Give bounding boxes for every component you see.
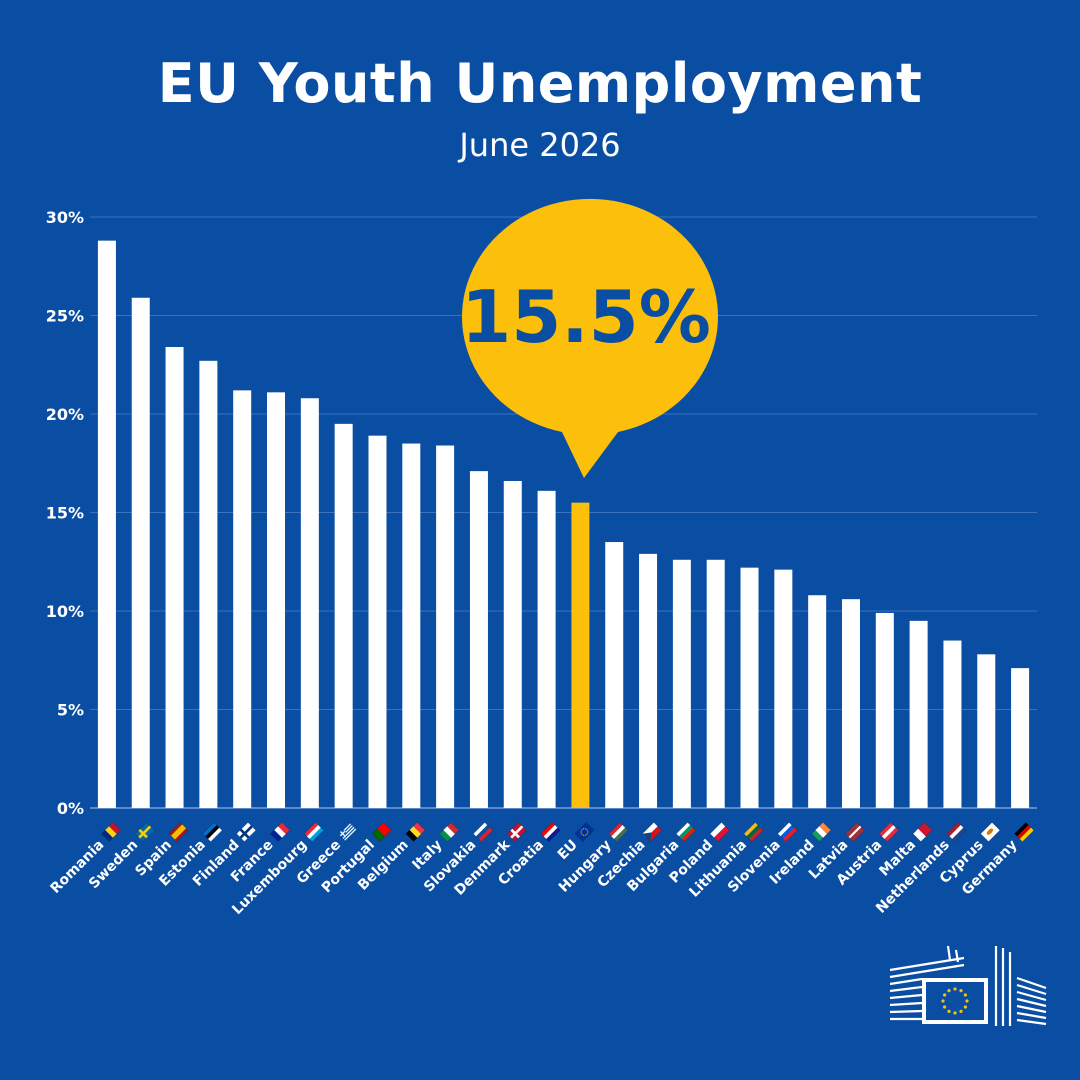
country-flag-icon	[405, 822, 426, 842]
bar-portugal	[368, 435, 387, 808]
y-axis-tick-labels: 0% 5% 10% 15% 20% 25% 30%	[46, 208, 84, 818]
bar-lithuania	[740, 567, 759, 808]
country-flag-icon	[168, 822, 189, 842]
country-flag-icon	[303, 822, 324, 842]
y-tick-label: 20%	[46, 405, 84, 424]
country-flag-icon	[371, 822, 392, 842]
y-tick-label: 30%	[46, 208, 84, 227]
bar-sweden	[131, 297, 150, 808]
country-flag-icon	[980, 822, 1001, 842]
country-flag-icon	[337, 822, 358, 842]
country-flag-icon	[811, 822, 832, 842]
country-flag-icon	[270, 822, 290, 842]
country-flag-icon	[845, 822, 865, 842]
eu-value-callout: 15.5%	[461, 198, 719, 478]
country-flag-icon	[202, 822, 223, 842]
bar-spain	[165, 347, 184, 808]
bar-highlight-eu	[571, 502, 590, 808]
country-flag-icon	[540, 822, 561, 842]
country-flag-icon	[236, 822, 257, 842]
country-flag-icon	[642, 822, 662, 842]
country-flag-icon	[675, 822, 696, 842]
bar-cyprus	[977, 654, 996, 808]
bar-france	[267, 392, 286, 808]
bar-netherlands	[943, 640, 962, 808]
bar-romania	[97, 240, 116, 808]
bar-belgium	[402, 443, 421, 808]
callout-value: 15.5%	[461, 275, 711, 359]
bar-austria	[875, 612, 894, 808]
bar-greece	[334, 423, 353, 808]
bar-slovakia	[469, 471, 488, 808]
country-flag-icon	[506, 822, 527, 842]
country-flag-icon	[134, 822, 155, 842]
bar-czechia	[639, 553, 658, 808]
country-flag-icon	[608, 822, 629, 842]
bar-luxembourg	[300, 398, 319, 808]
chart-subtitle: June 2026	[459, 126, 621, 164]
bar-slovenia	[774, 569, 793, 808]
bar-finland	[233, 390, 252, 808]
y-tick-label: 25%	[46, 307, 84, 326]
x-tick-label: EU	[555, 837, 581, 863]
country-flag-icon	[743, 822, 764, 842]
bar-latvia	[841, 599, 860, 808]
bar-bulgaria	[672, 559, 691, 808]
y-tick-label: 5%	[57, 701, 84, 720]
bar-estonia	[199, 360, 218, 808]
country-flag-icon	[912, 822, 933, 842]
country-flag-icon	[946, 822, 967, 842]
european-commission-logo-icon	[889, 945, 1047, 1026]
country-flag-icon	[101, 822, 121, 842]
bar-malta	[909, 620, 928, 808]
country-flag-icon	[574, 822, 595, 842]
bar-italy	[436, 445, 455, 808]
bar-hungary	[605, 542, 624, 808]
country-flag-icon	[439, 822, 460, 842]
country-flag-icon	[1014, 822, 1034, 842]
bar-croatia	[537, 490, 556, 808]
country-flag-icon	[878, 822, 899, 842]
y-tick-label: 15%	[46, 504, 84, 523]
country-flag-icon	[709, 822, 730, 842]
bar-denmark	[503, 480, 522, 808]
bar-ireland	[808, 595, 827, 808]
bar-poland	[706, 559, 725, 808]
x-axis-category-labels: RomaniaSwedenSpainEstoniaFinlandFranceLu…	[48, 822, 1034, 918]
callout-bubble	[462, 198, 719, 478]
chart-title: EU Youth Unemployment	[157, 52, 923, 115]
y-tick-label: 10%	[46, 602, 84, 621]
country-flag-icon	[473, 822, 493, 842]
y-tick-label: 0%	[57, 799, 84, 818]
bar-germany	[1011, 668, 1030, 808]
bars	[97, 240, 1030, 808]
country-flag-icon	[777, 822, 798, 842]
